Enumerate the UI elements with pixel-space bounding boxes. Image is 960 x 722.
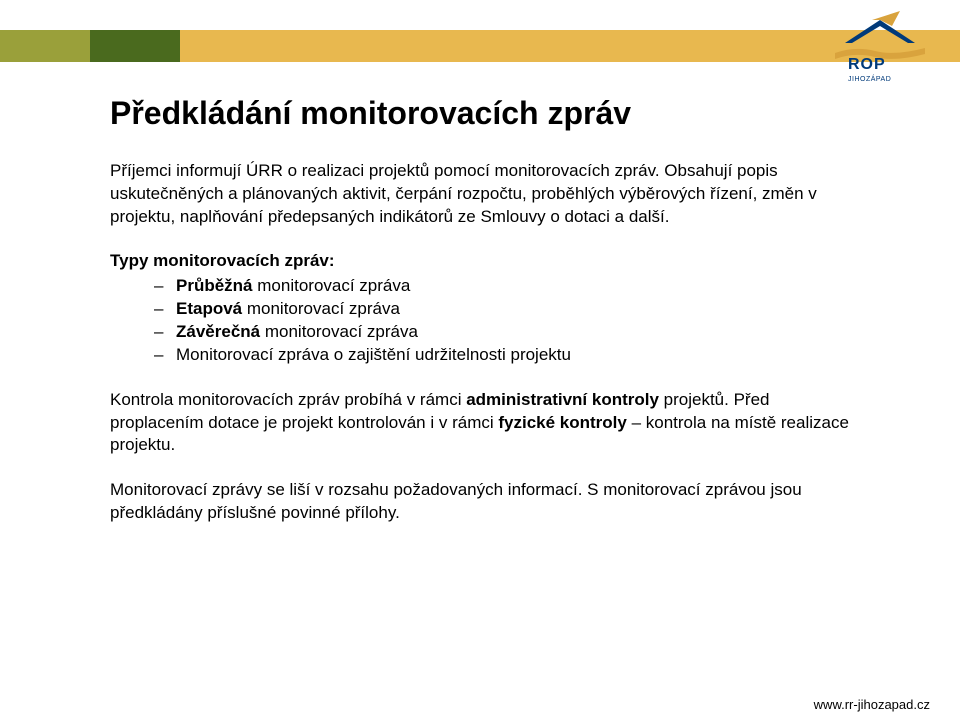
list-item-rest: monitorovací zpráva [242,299,400,318]
list-item: Monitorovací zpráva o zajištění udržitel… [154,344,850,367]
list-item-bold: Průběžná [176,276,253,295]
p2-b1: administrativní kontroly [466,390,659,409]
stripe-segment-2 [90,30,180,62]
list-item-rest: monitorovací zpráva [260,322,418,341]
slide-content: Předkládání monitorovacích zpráv Příjemc… [110,95,850,525]
logo-name: ROP [848,56,886,74]
types-list: Průběžná monitorovací zpráva Etapová mon… [154,275,850,367]
rop-logo: ROP JIHOZÁPAD [830,8,930,73]
list-item: Průběžná monitorovací zpráva [154,275,850,298]
closing-paragraph: Monitorovací zprávy se liší v rozsahu po… [110,479,850,525]
control-paragraph: Kontrola monitorovacích zpráv probíhá v … [110,389,850,458]
p2-b2: fyzické kontroly [498,413,627,432]
p2-pre: Kontrola monitorovacích zpráv probíhá v … [110,390,466,409]
footer-url: www.rr-jihozapad.cz [814,697,930,712]
header-stripe [0,30,960,62]
list-item-bold: Závěrečná [176,322,260,341]
intro-paragraph: Příjemci informují ÚRR o realizaci proje… [110,160,850,229]
list-item-bold: Etapová [176,299,242,318]
list-item-rest: monitorovací zpráva [253,276,411,295]
logo-sub: JIHOZÁPAD [848,76,891,83]
list-item: Etapová monitorovací zpráva [154,298,850,321]
stripe-segment-1 [0,30,90,62]
list-item: Závěrečná monitorovací zpráva [154,321,850,344]
list-item-rest: Monitorovací zpráva o zajištění udržitel… [176,345,571,364]
slide-title: Předkládání monitorovacích zpráv [110,95,850,132]
types-heading: Typy monitorovacích zpráv: [110,251,850,271]
